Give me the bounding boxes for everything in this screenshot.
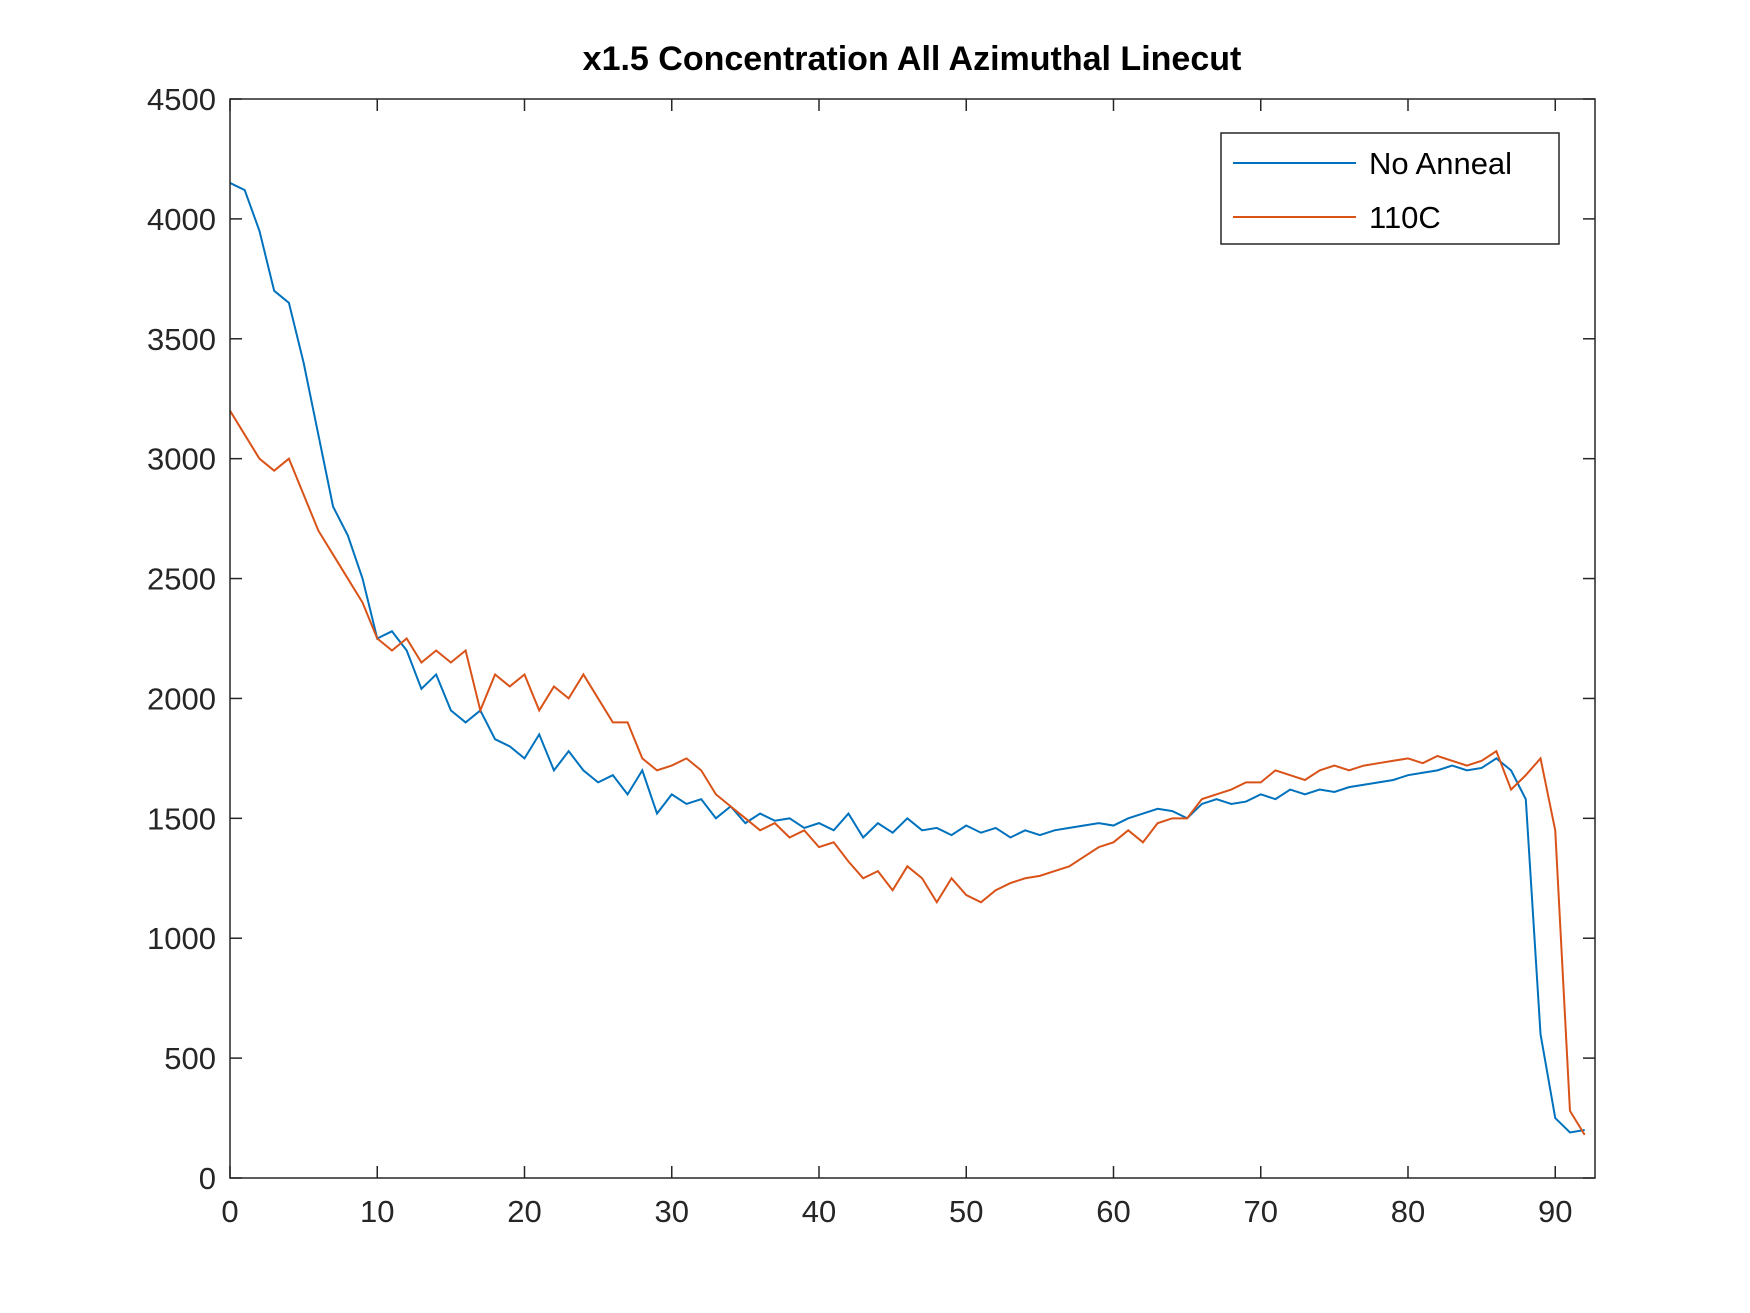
x-tick-label: 0 [221, 1194, 238, 1229]
y-tick-label: 1500 [147, 801, 216, 836]
legend-label: 110C [1369, 200, 1441, 235]
axes-box [229, 98, 1596, 1179]
x-tick-label: 20 [507, 1194, 541, 1229]
y-tick-label: 4500 [147, 82, 216, 117]
chart-title: x1.5 Concentration All Azimuthal Linecut [583, 40, 1242, 78]
data-line [229, 182, 1585, 1134]
x-tick-label: 60 [1096, 1194, 1130, 1229]
y-tick-label: 2500 [147, 562, 216, 597]
legend: No Anneal 110C [1220, 132, 1560, 245]
y-tick-label: 1000 [147, 921, 216, 956]
legend-box [1220, 132, 1560, 245]
x-tick-label: 30 [655, 1194, 689, 1229]
x-tick-label: 50 [949, 1194, 983, 1229]
y-tick-label: 2000 [147, 681, 216, 716]
y-tick-label: 3500 [147, 322, 216, 357]
y-tick-label: 3000 [147, 442, 216, 477]
legend-label: No Anneal [1369, 146, 1512, 181]
x-tick-label: 40 [802, 1194, 836, 1229]
data-line [229, 410, 1586, 1136]
y-tick-label: 0 [199, 1161, 216, 1196]
y-tick-label: 4000 [147, 202, 216, 237]
x-tick-label: 70 [1244, 1194, 1278, 1229]
x-tick-label: 80 [1391, 1194, 1425, 1229]
x-tick-label: 10 [360, 1194, 394, 1229]
x-tick-label: 90 [1538, 1194, 1572, 1229]
y-tick-label: 500 [164, 1041, 216, 1076]
